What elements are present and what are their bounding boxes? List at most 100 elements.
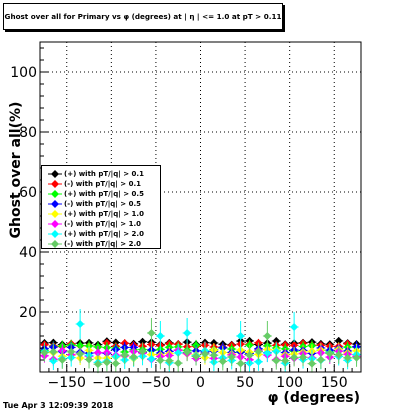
data-point [316,355,325,364]
data-point [76,320,85,328]
legend-marker-icon [48,210,62,218]
y-axis-title: Ghost over all(%) [8,101,24,239]
legend-item: (-) with pT/|q| > 0.5 [42,199,160,209]
x-tick-label: −50 [141,375,171,391]
legend-label: (-) with pT/|q| > 0.5 [64,200,141,208]
data-point [236,332,245,340]
data-point [307,359,316,368]
x-tick-label: 100 [276,375,303,391]
data-point [58,355,67,364]
data-point [138,347,147,356]
legend-label: (-) with pT/|q| > 2.0 [64,240,141,248]
series-7 [40,318,361,374]
y-tick-label: 20 [19,305,37,321]
data-point [254,347,263,356]
data-point [111,359,120,368]
data-point [93,360,102,369]
grid [40,42,361,372]
data-point [174,348,183,357]
data-point [236,359,245,368]
legend-marker-icon [48,200,62,208]
x-tick-label: 150 [321,375,348,391]
data-point [76,349,85,358]
data-point [192,341,201,350]
legend: (+) with pT/|q| > 0.1 (-) with pT/|q| > 0… [41,165,161,249]
data-point [272,356,281,365]
legend-item: (+) with pT/|q| > 1.0 [42,209,160,219]
data-point [325,349,334,358]
data-point [290,353,299,362]
data-point [192,352,201,361]
data-point [174,359,183,368]
data-point [93,348,102,357]
data-point [281,356,290,365]
data-point [183,348,192,357]
legend-label: (+) with pT/|q| > 1.0 [64,210,144,218]
legend-label: (+) with pT/|q| > 2.0 [64,230,144,238]
data-point [272,347,281,356]
data-point [334,350,343,359]
data-point [156,356,165,365]
legend-item: (-) with pT/|q| > 1.0 [42,219,160,229]
legend-marker-icon [48,190,62,198]
data-point [245,351,254,360]
legend-item: (+) with pT/|q| > 2.0 [42,229,160,239]
legend-label: (+) with pT/|q| > 0.5 [64,190,144,198]
data-point [85,355,94,364]
legend-item: (+) with pT/|q| > 0.5 [42,189,160,199]
data-point [183,329,192,337]
series-layer [40,309,361,374]
data-point [156,332,165,340]
data-point [218,357,227,366]
data-point [165,356,174,365]
data-point [343,353,352,362]
legend-label: (-) with pT/|q| > 1.0 [64,220,141,228]
data-point [334,336,343,345]
x-axis-title: φ (degrees) [267,390,360,406]
data-point [227,352,236,361]
legend-marker-icon [48,170,62,178]
legend-label: (-) with pT/|q| > 0.1 [64,180,141,188]
data-point [209,351,218,360]
data-point [299,353,308,362]
legend-marker-icon [48,220,62,228]
x-tick-label: −150 [48,375,86,391]
data-point [272,336,281,345]
legend-item: (-) with pT/|q| > 0.1 [42,179,160,189]
y-axis-title-wrap: Ghost over all(%) [4,102,28,239]
data-point [120,350,129,359]
legend-marker-icon [48,240,62,248]
data-point [147,329,156,337]
data-point [147,354,156,363]
data-point [352,353,361,362]
axes: −150 −100 −50 0 50 100 150 20 40 60 80 100 [10,47,362,391]
legend-marker-icon [48,230,62,238]
y-tick-label: 100 [10,65,37,81]
data-point [129,352,138,361]
data-point [67,347,76,356]
data-point [245,341,254,350]
data-point [263,332,272,340]
data-point [40,348,49,357]
data-point [254,357,263,366]
x-tick-label: −100 [92,375,130,391]
data-point [49,347,58,356]
y-tick-label: 60 [19,185,37,201]
legend-item: (-) with pT/|q| > 2.0 [42,239,160,249]
legend-label: (+) with pT/|q| > 0.1 [64,170,144,178]
x-tick-label: 0 [196,375,205,391]
title-box: Ghost over all for Primary vs φ (degrees… [3,3,283,30]
chart-title: Ghost over all for Primary vs φ (degrees… [4,12,282,21]
data-point [263,349,272,358]
data-point [200,350,209,359]
x-tick-label: 50 [236,375,254,391]
y-tick-label: 40 [19,245,37,261]
timestamp: Tue Apr 3 12:09:39 2018 [3,401,114,410]
data-point [102,358,111,367]
data-point [138,337,147,346]
data-point [290,323,299,331]
data-point [209,338,218,347]
data-point [49,357,58,366]
